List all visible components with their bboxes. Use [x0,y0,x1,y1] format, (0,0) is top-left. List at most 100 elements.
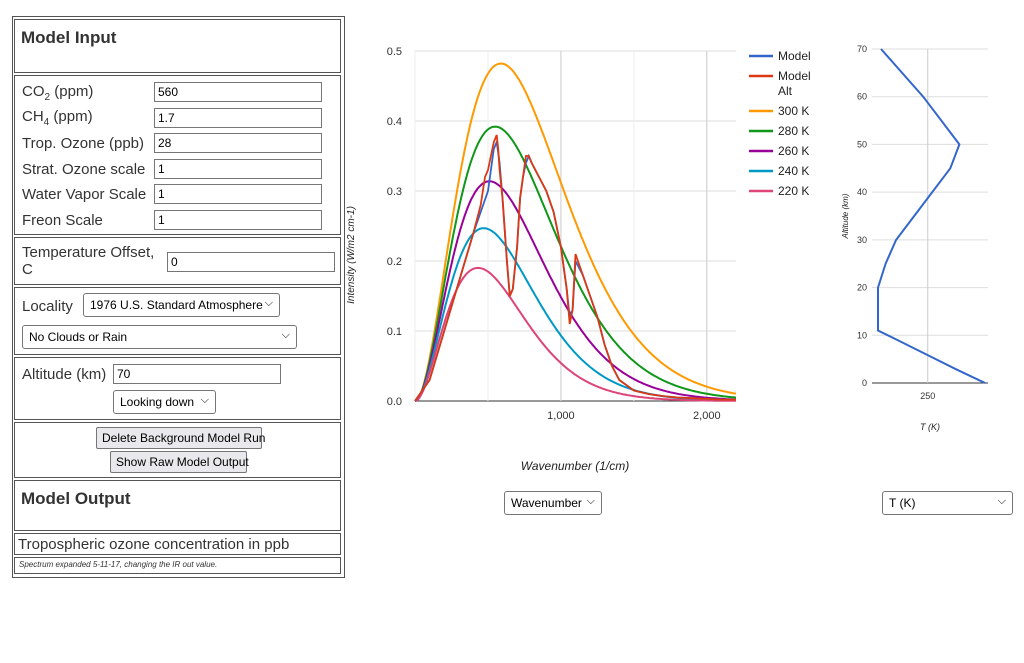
model-buttons-section: Delete Background Model Run Show Raw Mod… [14,422,341,478]
locality-section: Locality 1976 U.S. Standard Atmosphere ⌵… [14,287,341,355]
model-input-title: Model Input [21,28,117,47]
legend-item-model[interactable]: Model [749,49,811,63]
spectrum-y-axis-label: Intensity (W/m2 cm-1) [346,206,357,304]
spectrum-y-tick-label: 0.1 [387,326,402,338]
profile-y-tick-label: 30 [857,235,867,245]
temp-offset-label-line1: Temperature Offset, [22,244,155,261]
legend-item-300-k[interactable]: 300 K [749,104,809,118]
altitude-label: Altitude (km) [22,366,107,383]
legend-label: 300 K [778,104,809,118]
gas-inputs-section: CO2 (ppm) CH4 (ppm) Trop. Ozone (ppb) St… [14,75,341,235]
profile-ticks: 0 10 20 30 40 50 60 70 250 [857,44,935,401]
spectrum-y-tick-label: 0.3 [387,186,402,198]
profile-y-tick-label: 20 [857,283,867,293]
series-line-300-k [414,62,737,402]
profile-x-select[interactable]: T (K) ⌵ [882,491,1013,515]
spectrum-x-tick-label: 1,000 [547,410,575,422]
model-input-header: Model Input [14,19,341,73]
freon-label: Freon Scale [22,212,103,229]
strat-ozone-label: Strat. Ozone scale [22,161,146,178]
series-line-220-k [414,266,736,402]
model-output-title: Model Output [21,489,131,508]
spectrum-x-axis-label: Wavenumber (1/cm) [521,459,629,473]
chevron-down-icon: ⌵ [281,329,290,341]
strat-ozone-input[interactable] [154,159,322,179]
legend-label: 260 K [778,144,809,158]
profile-x-tick-label: 250 [920,391,935,401]
note-box: Spectrum expanded 5-11-17, changing the … [14,557,341,574]
looking-direction-select[interactable]: Looking down ⌵ [113,390,216,414]
legend-item-220-k[interactable]: 220 K [749,184,809,198]
water-vapor-label: Water Vapor Scale [22,186,147,203]
series-line-260-k [414,180,737,402]
locality-label: Locality [22,298,73,315]
freon-input[interactable] [154,210,322,230]
temperature-profile-chart: 0 10 20 30 40 50 60 70 250 T (K) Altitude (km) [841,44,988,432]
legend-item-260-k[interactable]: 260 K [749,144,809,158]
series-line-280-k [414,125,737,402]
trop-ozone-label: Trop. Ozone (ppb) [22,135,144,152]
spectrum-x-select[interactable]: Wavenumber ⌵ [504,491,602,515]
legend-label: 220 K [778,184,809,198]
chevron-down-icon: ⌵ [997,495,1006,507]
chevron-down-icon: ⌵ [264,297,273,309]
series-line-model [414,138,736,402]
profile-grid [872,48,988,384]
profile-y-axis-label: Altitude (km) [841,193,850,239]
spectrum-x-select-value: Wavenumber [511,496,582,510]
temperature-profile-line [877,48,986,384]
spectrum-note: Spectrum expanded 5-11-17, changing the … [19,560,218,569]
legend-label: 280 K [778,124,809,138]
clouds-select[interactable]: No Clouds or Rain ⌵ [22,325,297,349]
delete-background-run-button[interactable]: Delete Background Model Run [96,427,265,449]
temp-offset-input[interactable] [167,252,335,272]
legend-item-280-k[interactable]: 280 K [749,124,809,138]
spectrum-x-tick-label: 2,000 [693,410,721,422]
locality-select[interactable]: 1976 U.S. Standard Atmosphere ⌵ [83,293,280,317]
legend-item-240-k[interactable]: 240 K [749,164,809,178]
show-raw-output-button[interactable]: Show Raw Model Output [110,451,249,473]
model-output-header: Model Output [14,480,341,531]
output-text-box: Tropospheric ozone concentration in ppb [14,533,341,555]
legend-label: 240 K [778,164,809,178]
co2-input[interactable] [154,82,322,102]
output-description: Tropospheric ozone concentration in ppb [18,536,290,553]
chevron-down-icon: ⌵ [200,394,209,406]
legend-label: Model [778,49,811,63]
looking-direction-value: Looking down [120,395,195,409]
temperature-offset-section: Temperature Offset, C [14,237,341,285]
ch4-input[interactable] [154,108,322,128]
altitude-input[interactable] [113,364,281,384]
profile-lines [877,48,986,384]
temp-offset-label-line2: C [22,261,33,278]
spectrum-y-tick-label: 0.0 [387,396,402,408]
profile-y-tick-label: 10 [857,330,867,340]
spectrum-chart: 0.0 0.1 0.2 0.3 0.4 0.5 1,000 2,000 Wavenumber … [346,46,811,473]
profile-y-tick-label: 60 [857,92,867,102]
profile-y-tick-label: 0 [862,378,867,388]
ch4-label: CH4 (ppm) [22,108,93,128]
model-panel: Model Input CO2 (ppm) CH4 (ppm) Trop. Oz… [12,16,345,578]
profile-x-axis-label: T (K) [920,422,940,432]
locality-select-value: 1976 U.S. Standard Atmosphere [90,298,263,312]
spectrum-y-tick-label: 0.5 [387,46,402,58]
clouds-select-value: No Clouds or Rain [29,330,128,344]
spectrum-lines [414,62,737,402]
legend-label: Alt [778,84,793,98]
spectrum-y-tick-label: 0.2 [387,256,402,268]
legend-label: Model [778,69,811,83]
profile-y-tick-label: 50 [857,139,867,149]
profile-y-tick-label: 70 [857,44,867,54]
spectrum-grid [414,50,736,402]
co2-label: CO2 (ppm) [22,83,94,103]
profile-y-tick-label: 40 [857,187,867,197]
series-line-model-alt [414,134,736,402]
chevron-down-icon: ⌵ [586,495,595,507]
profile-x-select-value: T (K) [889,496,916,510]
altitude-section: Altitude (km) Looking down ⌵ [14,357,341,420]
trop-ozone-input[interactable] [154,133,322,153]
water-vapor-input[interactable] [154,184,322,204]
spectrum-ticks: 0.0 0.1 0.2 0.3 0.4 0.5 1,000 2,000 [387,46,721,422]
